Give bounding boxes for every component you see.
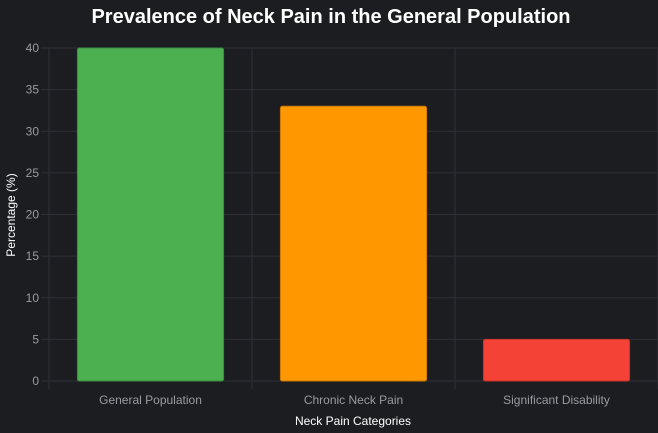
bar-general-population: [76, 47, 225, 382]
y-tick-label: 10: [26, 291, 40, 305]
y-tick-label: 20: [26, 208, 40, 222]
y-tick-label: 5: [32, 332, 39, 346]
chart-title: Prevalence of Neck Pain in the General P…: [91, 6, 570, 28]
x-axis-label: Neck Pain Categories: [295, 414, 411, 428]
y-axis-label: Percentage (%): [4, 173, 18, 256]
bar-significant-disability: [482, 338, 631, 382]
bar-chronic-neck-pain: [279, 105, 428, 382]
y-tick-label: 15: [26, 249, 40, 263]
y-tick-label: 35: [26, 83, 40, 97]
x-tick-label: General Population: [99, 393, 202, 407]
bars: [76, 47, 631, 382]
y-tick-label: 25: [26, 166, 40, 180]
y-tick-label: 30: [26, 124, 40, 138]
x-tick-label: Significant Disability: [503, 393, 610, 407]
x-axis-ticks: General Population Chronic Neck Pain Signi…: [99, 393, 610, 407]
x-tick-label: Chronic Neck Pain: [304, 393, 403, 407]
y-tick-label: 40: [26, 41, 40, 55]
y-tick-label: 0: [32, 374, 39, 388]
y-axis-ticks: 0 5 10 15 20 25 30 35 40: [26, 41, 40, 388]
